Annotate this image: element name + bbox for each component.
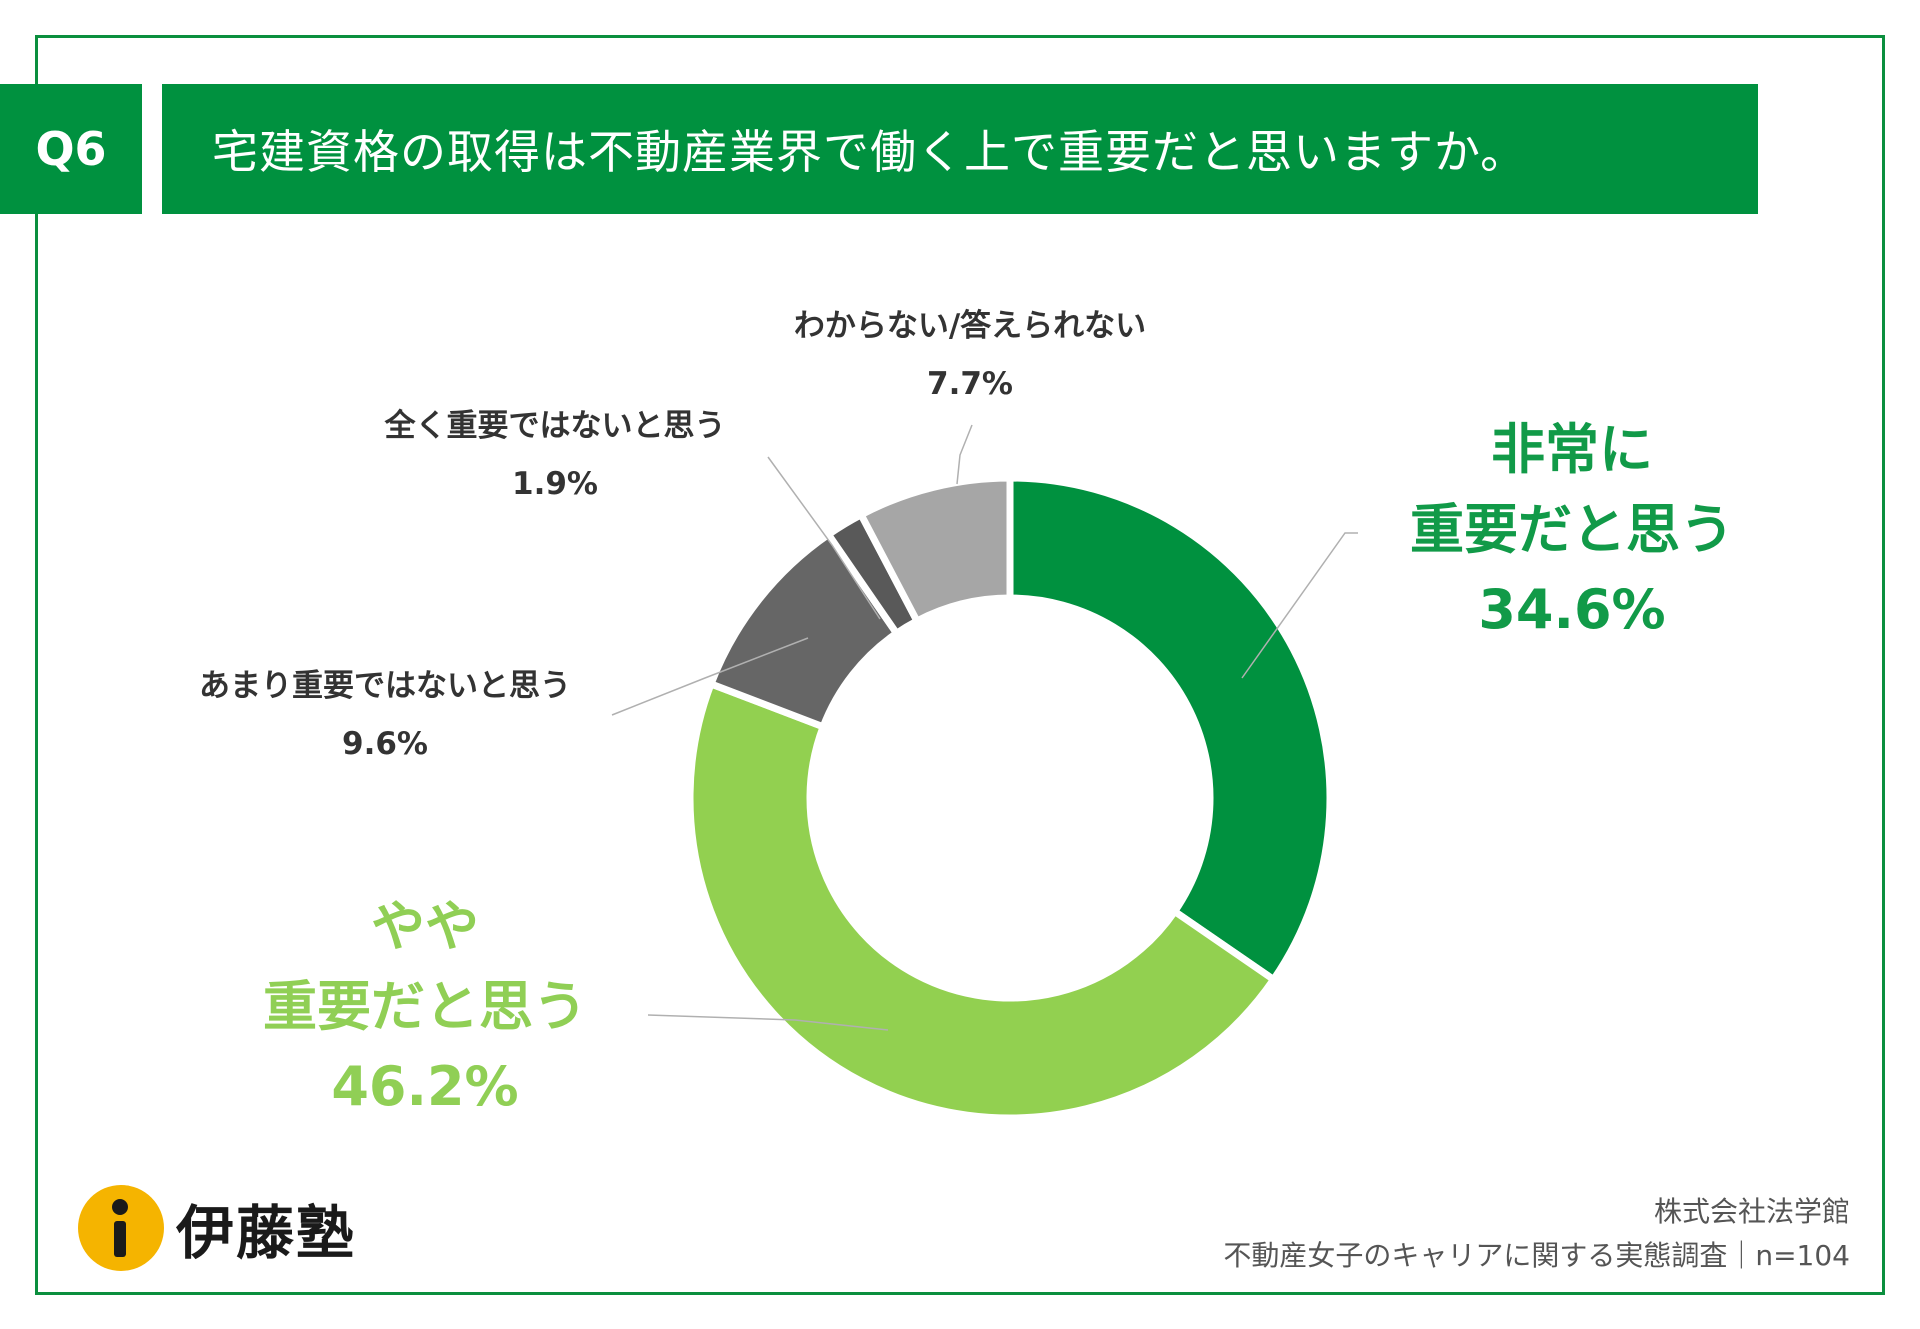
- logo-text: 伊藤塾: [176, 1199, 357, 1267]
- logo-mark-icon: [78, 1185, 164, 1271]
- company-name: 株式会社法学館: [1653, 1195, 1850, 1228]
- slice-very-important: [1006, 474, 1334, 985]
- chart-frame: [35, 35, 1885, 1295]
- slice-somewhat-important: [686, 679, 1279, 1122]
- slice-somewhat-important-leader-line: [647, 1014, 889, 1031]
- slice-somewhat-important-label: やや重要だと思う 46.2%: [263, 895, 587, 1118]
- slice-dont-know-leader-line: [956, 424, 973, 485]
- logo: 伊藤塾: [78, 1185, 356, 1271]
- slice-not-very-important-label: あまり重要ではないと思う 9.6%: [199, 668, 571, 762]
- slice-not-very-important-leader-line: [611, 637, 809, 716]
- slice-dont-know-label: わからない/答えられない 7.7%: [794, 308, 1146, 402]
- slice-very-important-label: 非常に重要だと思う 34.6%: [1410, 418, 1734, 641]
- slice-very-important-leader-line: [1241, 532, 1358, 679]
- question-title: 宅建資格の取得は不動産業界で働く上で重要だと思いますか。: [162, 84, 1758, 214]
- slice-dont-know: [856, 474, 1014, 626]
- slice-not-at-all-important-leader-line: [767, 456, 881, 620]
- survey-name: 不動産女子のキャリアに関する実態調査｜n=104: [1223, 1239, 1850, 1272]
- source-note: 株式会社法学館 不動産女子のキャリアに関する実態調査｜n=104: [1223, 1190, 1850, 1278]
- slice-not-at-all-important-label: 全く重要ではないと思う 1.9%: [384, 408, 726, 502]
- question-number: Q6: [0, 84, 142, 214]
